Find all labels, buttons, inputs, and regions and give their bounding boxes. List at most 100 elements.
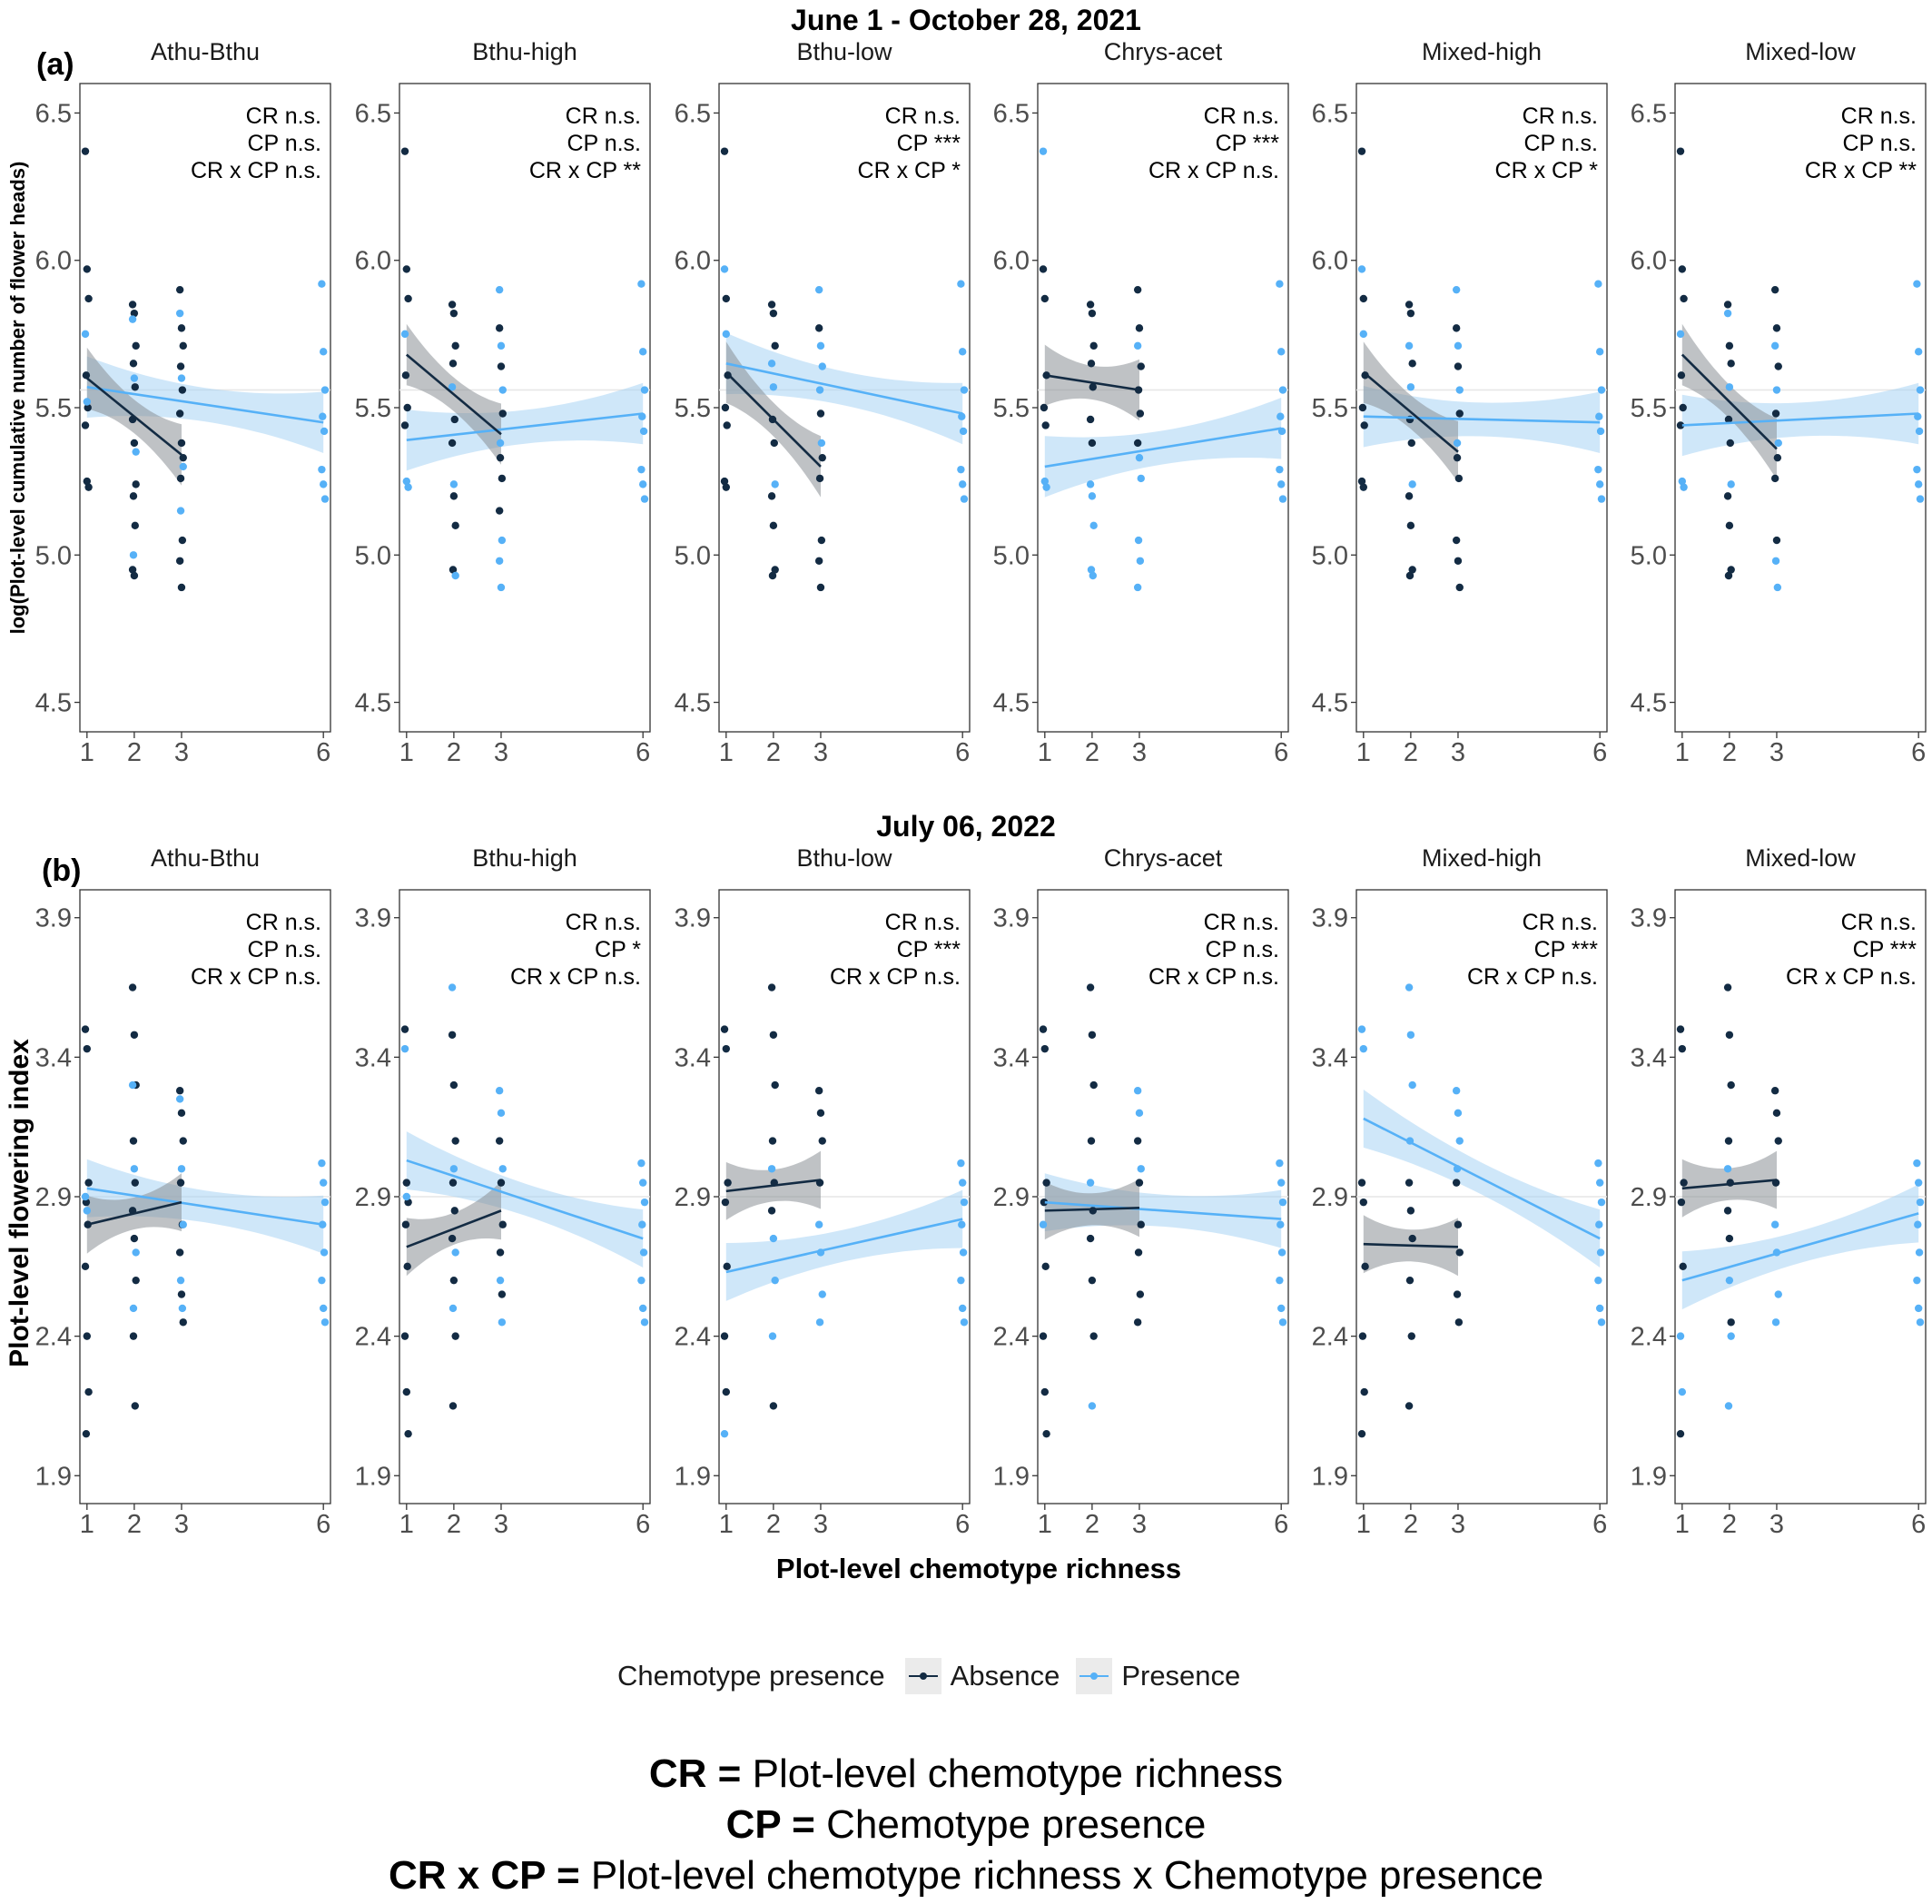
absence-point-r0-p0-x1-7 [84, 483, 93, 491]
y-tick-label-r0-p2-2: 5.5 [675, 394, 711, 423]
presence-fit-line-r0-p3 [1044, 427, 1282, 469]
definition-cp-abbr: CP = [725, 1802, 815, 1847]
absence-point-r0-p0-x3-7 [179, 453, 187, 462]
legend-key-absence [904, 1658, 941, 1694]
panel-frame-r0-p3 [1037, 83, 1289, 733]
absence-point-r0-p2-x3-3 [815, 474, 824, 483]
absence-fit-line-r1-p5 [1681, 1179, 1778, 1190]
presence-point-r0-p3-x3-1 [1135, 453, 1144, 462]
presence-point-r1-p4-x6-5 [1594, 1276, 1602, 1285]
y-tick-label-r0-p2-4: 6.5 [675, 99, 711, 128]
y-tick-label-r0-p4-1: 5.0 [1312, 541, 1348, 570]
absence-point-r0-p0-x2-9 [131, 521, 139, 530]
absence-point-r1-p4-x2-3 [1405, 1276, 1414, 1285]
absence-point-r1-p1-x3-2 [498, 1220, 507, 1228]
absence-point-r0-p0-x3-3 [176, 362, 185, 370]
absence-point-r1-p1-x1-6 [402, 1387, 411, 1396]
definition-crxcp: CR x CP = Plot-level chemotype richness … [0, 1850, 1932, 1901]
absence-point-r0-p2-x2-4 [770, 439, 778, 448]
presence-point-r0-p0-x3-0 [175, 309, 184, 318]
x-tick-label-r1-p1-1: 2 [447, 1510, 461, 1539]
presence-point-r0-p1-x6-5 [637, 465, 646, 474]
x-tick-label-r0-p3-3: 6 [1274, 738, 1288, 767]
absence-point-r0-p0-x3-10 [175, 557, 184, 565]
absence-point-r0-p1-x3-3 [496, 453, 505, 462]
y-tick-label-r1-p3-3: 3.4 [993, 1043, 1030, 1072]
absence-point-r0-p0-x3-8 [176, 474, 185, 483]
definition-cp: CP = Chemotype presence [0, 1800, 1932, 1850]
presence-point-r1-p5-x6-7 [1916, 1318, 1925, 1327]
x-tick-label-r1-p2-2: 3 [813, 1510, 828, 1539]
presence-point-r0-p1-x3-6 [497, 583, 506, 592]
absence-point-r0-p3-x2-3 [1087, 360, 1096, 368]
absence-point-r1-p1-x2-2 [451, 1137, 459, 1145]
presence-point-r0-p4-x6-5 [1594, 465, 1602, 474]
absence-point-r1-p3-x2-7 [1089, 1332, 1098, 1340]
absence-point-r0-p2-x3-4 [817, 536, 826, 545]
presence-point-r1-p4-x1-1 [1359, 1044, 1368, 1053]
absence-point-r0-p4-x3-6 [1454, 557, 1463, 565]
presence-point-r0-p3-x2-3 [1087, 566, 1096, 574]
absence-point-r0-p3-x1-1 [1040, 294, 1050, 303]
absence-point-r1-p1-x2-0 [448, 1031, 457, 1039]
absence-point-r0-p3-x1-3 [1040, 403, 1049, 412]
presence-point-r0-p2-x6-0 [957, 280, 965, 288]
absence-point-r0-p1-x1-2 [404, 294, 412, 303]
presence-point-r1-p5-x3-0 [1770, 1220, 1779, 1228]
y-tick-label-r0-p1-3: 6.0 [355, 247, 391, 276]
presence-point-r0-p4-x3-2 [1455, 386, 1464, 394]
absence-point-r1-p0-x3-1 [177, 1109, 186, 1118]
absence-point-r0-p2-x3-6 [816, 583, 825, 592]
presence-point-r1-p3-x3-1 [1135, 1109, 1144, 1118]
stat-r0-p2-2: CR x CP * [858, 158, 961, 183]
absence-point-r1-p0-x2-8 [129, 1332, 138, 1340]
absence-point-r0-p4-x2-0 [1405, 301, 1414, 309]
y-tick-label-r1-p1-3: 3.4 [355, 1043, 391, 1072]
y-tick-label-r1-p4-1: 2.4 [1312, 1323, 1348, 1352]
absence-point-r1-p0-x1-8 [82, 1429, 91, 1438]
y-tick-label-r1-p5-4: 3.9 [1631, 904, 1667, 933]
presence-point-r0-p5-x3-2 [1774, 439, 1782, 448]
presence-point-r0-p4-x6-2 [1597, 386, 1606, 394]
x-tick-label-r1-p3-0: 1 [1038, 1510, 1052, 1539]
x-tick-label-r0-p5-3: 6 [1911, 738, 1926, 767]
absence-point-r0-p4-x3-1 [1454, 362, 1463, 370]
absence-point-r1-p1-x1-1 [402, 1179, 411, 1187]
y-tick-label-r0-p0-3: 6.0 [35, 247, 72, 276]
panel-title-r0-p0: Athu-Bthu [151, 38, 260, 65]
y-tick-label-r1-p1-0: 1.9 [355, 1462, 391, 1491]
x-tick-label-r1-p2-1: 2 [766, 1510, 781, 1539]
presence-point-r0-p3-x6-1 [1276, 348, 1286, 356]
absence-point-r0-p1-x2-5 [448, 439, 457, 448]
absence-point-r0-p1-x1-5 [400, 421, 409, 429]
presence-point-r0-p0-x2-3 [129, 551, 138, 559]
definition-crxcp-abbr: CR x CP = [388, 1853, 580, 1898]
presence-point-r1-p3-x3-0 [1133, 1087, 1142, 1095]
x-tick-label-r0-p0-0: 1 [80, 738, 94, 767]
absence-point-r0-p0-x1-3 [82, 371, 91, 380]
absence-point-r1-p5-x2-7 [1727, 1318, 1735, 1327]
absence-fit-line-r1-p0 [86, 1200, 182, 1226]
absence-point-r1-p2-x2-1 [769, 1031, 778, 1039]
absence-point-r1-p1-x3-3 [496, 1248, 505, 1257]
presence-point-r1-p0-x2-0 [128, 1080, 137, 1090]
absence-point-r1-p2-x2-3 [768, 1137, 777, 1145]
absence-point-r0-p2-x2-2 [771, 341, 779, 350]
absence-point-r1-p2-x2-6 [769, 1402, 778, 1410]
presence-point-r1-p1-x2-3 [448, 1304, 458, 1313]
y-tick-label-r0-p1-4: 6.5 [355, 99, 391, 128]
presence-point-r0-p5-x2-1 [1725, 383, 1734, 391]
absence-point-r0-p0-x2-4 [131, 383, 139, 391]
absence-point-r1-p0-x3-2 [179, 1137, 187, 1145]
legend-label-presence: Presence [1121, 1660, 1241, 1692]
x-tick-label-r1-p3-2: 3 [1132, 1510, 1147, 1539]
absence-point-r0-p2-x1-4 [723, 421, 731, 429]
y-tick-label-r0-p3-2: 5.5 [993, 394, 1030, 423]
x-tick-label-r1-p2-0: 1 [719, 1510, 734, 1539]
presence-point-r1-p0-x3-3 [176, 1276, 185, 1285]
stat-r0-p4-0: CR n.s. [1523, 104, 1598, 129]
presence-point-r1-p3-x6-0 [1276, 1159, 1284, 1168]
absence-point-r1-p0-x2-4 [131, 1179, 139, 1187]
y-tick-label-r1-p3-2: 2.9 [993, 1183, 1030, 1212]
absence-point-r0-p4-x3-7 [1455, 583, 1464, 592]
